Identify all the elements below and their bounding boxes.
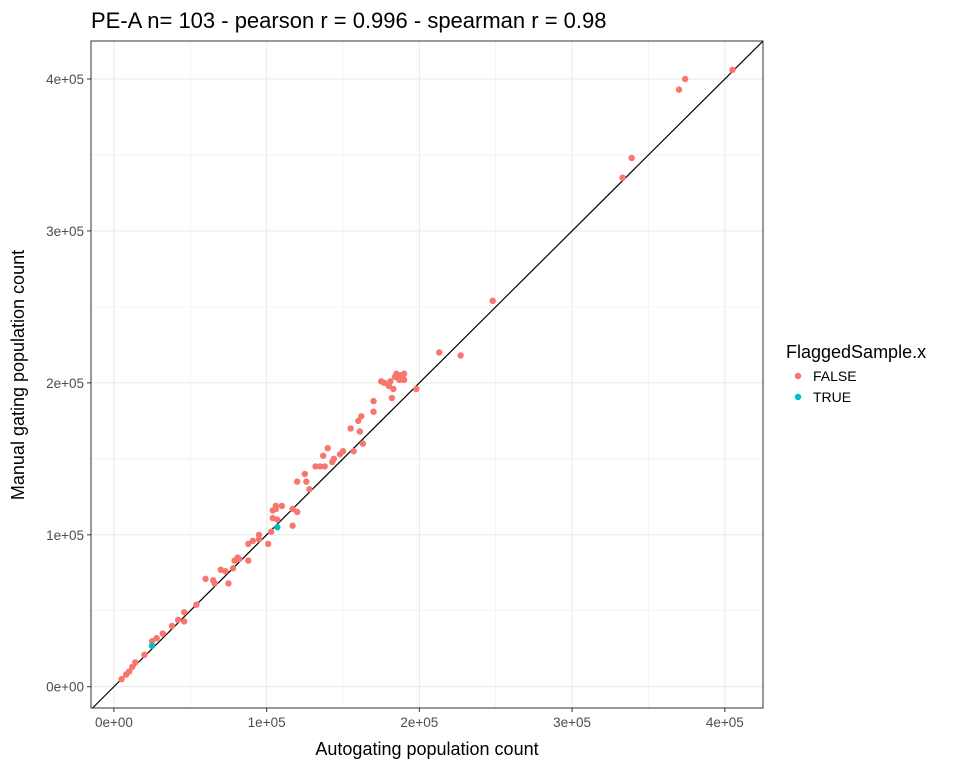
x-axis-title: Autogating population count xyxy=(315,739,538,759)
data-point-false xyxy=(153,634,160,642)
reference-line xyxy=(92,40,764,709)
data-point-false xyxy=(370,408,377,415)
gridlines xyxy=(91,41,763,708)
x-tick-label: 0e+00 xyxy=(95,715,133,730)
x-tick-label: 3e+05 xyxy=(553,715,591,730)
data-point-false xyxy=(245,557,252,564)
data-point-false xyxy=(316,463,324,470)
data-point-false xyxy=(387,378,394,385)
x-axis: 0e+00 1e+05 2e+05 3e+05 4e+05 xyxy=(95,708,744,730)
data-point-false xyxy=(390,385,397,393)
y-axis-title: Manual gating population count xyxy=(8,250,28,500)
legend-items: FALSE TRUE xyxy=(794,368,857,405)
data-point-false xyxy=(132,659,139,666)
legend-label-false: FALSE xyxy=(813,368,857,384)
data-point-false xyxy=(330,455,338,463)
data-point-false xyxy=(229,565,237,572)
data-point-false xyxy=(268,528,275,535)
data-point-false xyxy=(180,609,188,616)
data-point-false xyxy=(675,86,683,93)
plot-panel xyxy=(90,40,764,709)
data-point-false xyxy=(255,536,263,543)
data-point-false xyxy=(319,452,327,459)
data-point-false xyxy=(255,531,263,538)
y-tick-label: 0e+00 xyxy=(46,680,84,695)
data-point-false xyxy=(400,376,408,384)
data-point-false xyxy=(174,616,182,624)
data-point-false xyxy=(193,601,200,608)
legend: FlaggedSample.x FALSE TRUE xyxy=(786,342,926,405)
data-point-false xyxy=(356,428,363,435)
data-point-false xyxy=(388,394,396,402)
data-point-false xyxy=(489,297,496,305)
data-point-false xyxy=(306,486,313,493)
legend-key-true xyxy=(794,393,802,401)
legend-label-true: TRUE xyxy=(813,389,851,405)
y-tick-label: 4e+05 xyxy=(46,72,84,87)
data-point-false xyxy=(381,379,388,387)
data-point-false xyxy=(159,630,166,637)
data-point-false xyxy=(293,478,301,485)
data-point-false xyxy=(303,478,310,485)
data-point-false xyxy=(628,154,635,162)
data-point-false xyxy=(141,651,148,659)
data-point-false xyxy=(235,555,243,563)
data-point-false xyxy=(272,502,279,510)
data-point-false xyxy=(355,417,362,425)
data-point-false xyxy=(168,622,176,630)
data-point-false xyxy=(312,463,319,470)
legend-key-false xyxy=(794,372,802,380)
data-point-false xyxy=(222,568,229,575)
data-point-false xyxy=(457,352,464,359)
data-point-false xyxy=(347,425,354,432)
data-point-false xyxy=(211,580,218,587)
data-point-false xyxy=(359,440,367,447)
x-tick-label: 1e+05 xyxy=(248,715,286,730)
data-point-false xyxy=(289,505,296,513)
data-point-false xyxy=(289,522,296,529)
data-point-false xyxy=(125,668,133,675)
x-tick-label: 2e+05 xyxy=(400,715,438,730)
data-point-false xyxy=(264,540,272,548)
data-point-false xyxy=(681,75,689,83)
data-point-false xyxy=(278,502,286,510)
data-point-false xyxy=(324,444,331,452)
data-point-false xyxy=(370,397,377,405)
data-point-false xyxy=(619,174,626,181)
data-point-false xyxy=(245,540,252,548)
data-point-false xyxy=(350,448,357,455)
data-point-false xyxy=(339,448,347,455)
data-point-false xyxy=(129,663,136,671)
data-point-false xyxy=(202,575,209,583)
y-tick-label: 1e+05 xyxy=(46,528,84,543)
data-points xyxy=(118,66,736,683)
legend-title: FlaggedSample.x xyxy=(786,342,926,362)
panel-border xyxy=(90,40,764,709)
data-point-false xyxy=(180,618,188,625)
y-tick-label: 2e+05 xyxy=(46,376,84,391)
data-point-true xyxy=(274,523,281,531)
data-point-false xyxy=(436,349,443,356)
data-point-false xyxy=(274,516,281,523)
data-point-false xyxy=(301,470,309,478)
data-point-false xyxy=(293,508,301,516)
y-tick-label: 3e+05 xyxy=(46,224,84,239)
data-point-false xyxy=(413,385,420,393)
data-point-false xyxy=(400,370,408,377)
data-point-false xyxy=(249,537,257,545)
data-point-false xyxy=(358,413,365,420)
data-point-false xyxy=(321,463,328,470)
y-axis: 0e+00 1e+05 2e+05 3e+05 4e+05 xyxy=(46,72,91,695)
chart-title: PE-A n= 103 - pearson r = 0.996 - spearm… xyxy=(91,8,606,33)
data-point-false xyxy=(225,580,232,587)
data-point-false xyxy=(118,675,125,683)
data-point-false xyxy=(148,637,156,645)
data-point-false xyxy=(729,66,736,74)
x-tick-label: 4e+05 xyxy=(706,715,744,730)
data-point-true xyxy=(148,642,156,649)
identity-line xyxy=(92,40,764,709)
